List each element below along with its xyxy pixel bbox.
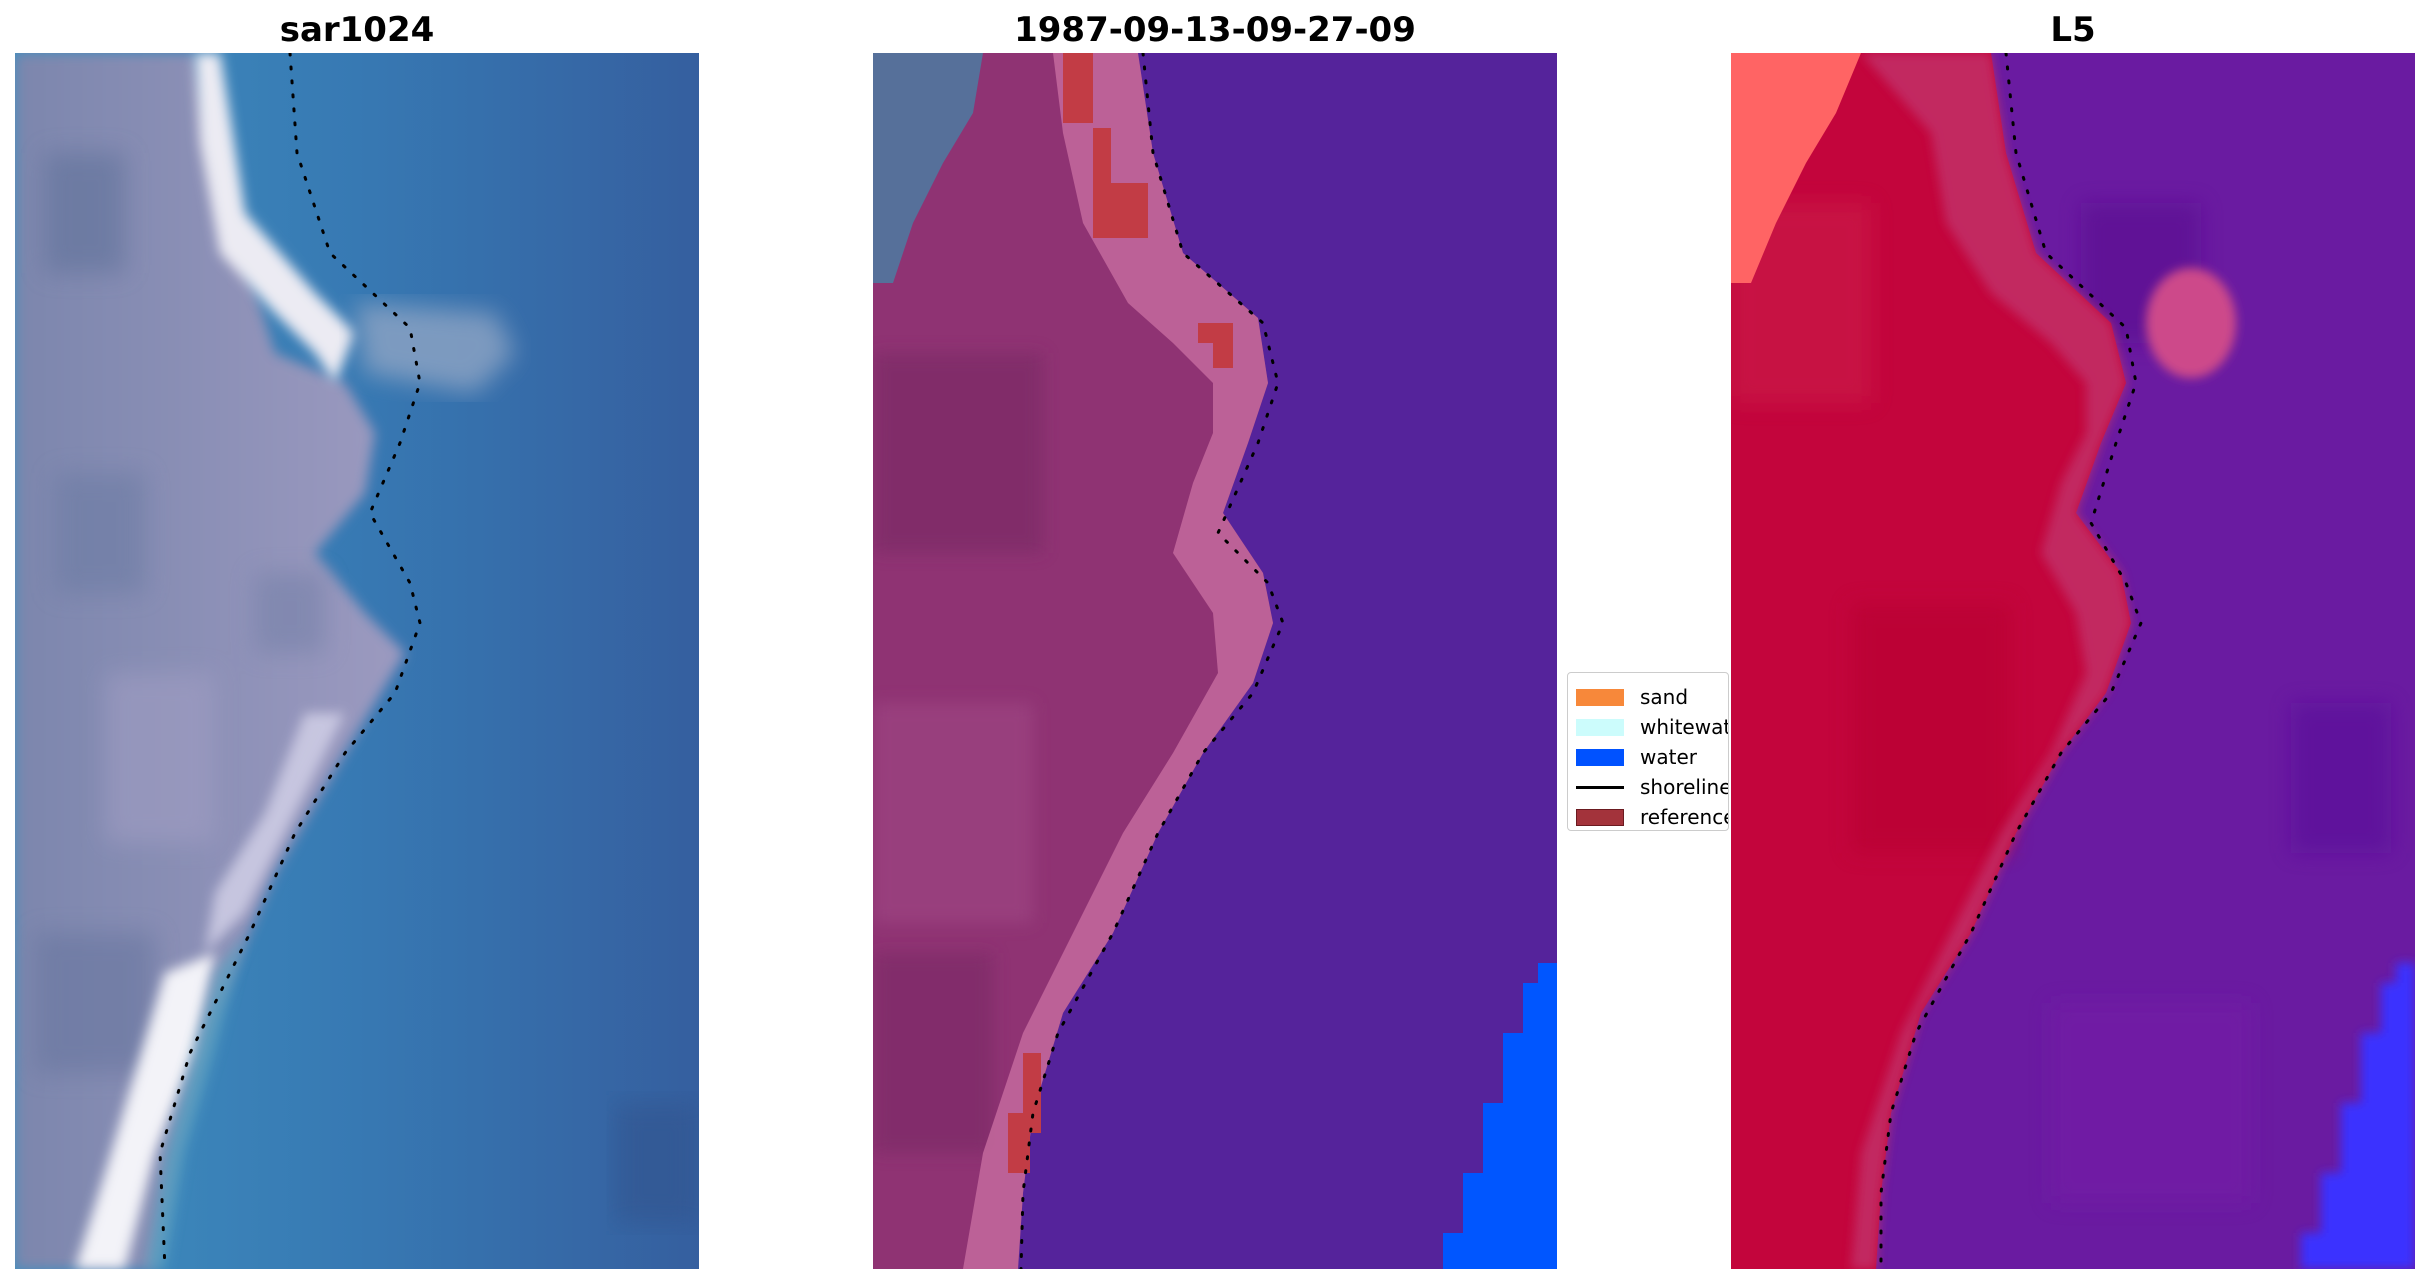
l5-image	[1731, 53, 2415, 1269]
shoreline-overlay-classification	[1019, 53, 1285, 1269]
legend-item-whitewater: whitewater	[1576, 713, 1728, 741]
legend-label-reference: reference	[1640, 805, 1729, 829]
shoreline-line-swatch	[1576, 785, 1624, 789]
l5-panel	[1731, 53, 2415, 1269]
shoreline-overlay-l5	[1879, 53, 2143, 1269]
legend-item-water: water	[1576, 743, 1697, 771]
reference-swatch	[1576, 808, 1624, 826]
panel-title-l5: L5	[2050, 10, 2096, 50]
sar-image-panel	[15, 53, 699, 1269]
legend-label-whitewater: whitewater	[1640, 715, 1728, 739]
whitewater-swatch	[1576, 718, 1624, 736]
panel-title-classification: 1987-09-13-09-27-09	[1014, 10, 1416, 50]
shoreline-overlay	[158, 53, 422, 1269]
legend-item-shoreline: shoreline	[1576, 773, 1729, 801]
legend-label-shoreline: shoreline	[1640, 775, 1729, 799]
legend-item-sand: sand	[1576, 683, 1688, 711]
water-swatch	[1576, 748, 1624, 766]
classification-panel	[873, 53, 1557, 1269]
panel-title-sar: sar1024	[279, 10, 435, 50]
sar-image	[15, 53, 699, 1269]
legend: sand whitewater water shoreline referenc…	[1567, 672, 1729, 831]
legend-label-sand: sand	[1640, 685, 1689, 709]
legend-label-water: water	[1640, 745, 1697, 769]
legend-item-reference: reference	[1576, 803, 1729, 830]
sand-swatch	[1576, 688, 1624, 706]
classification-image	[873, 53, 1557, 1269]
